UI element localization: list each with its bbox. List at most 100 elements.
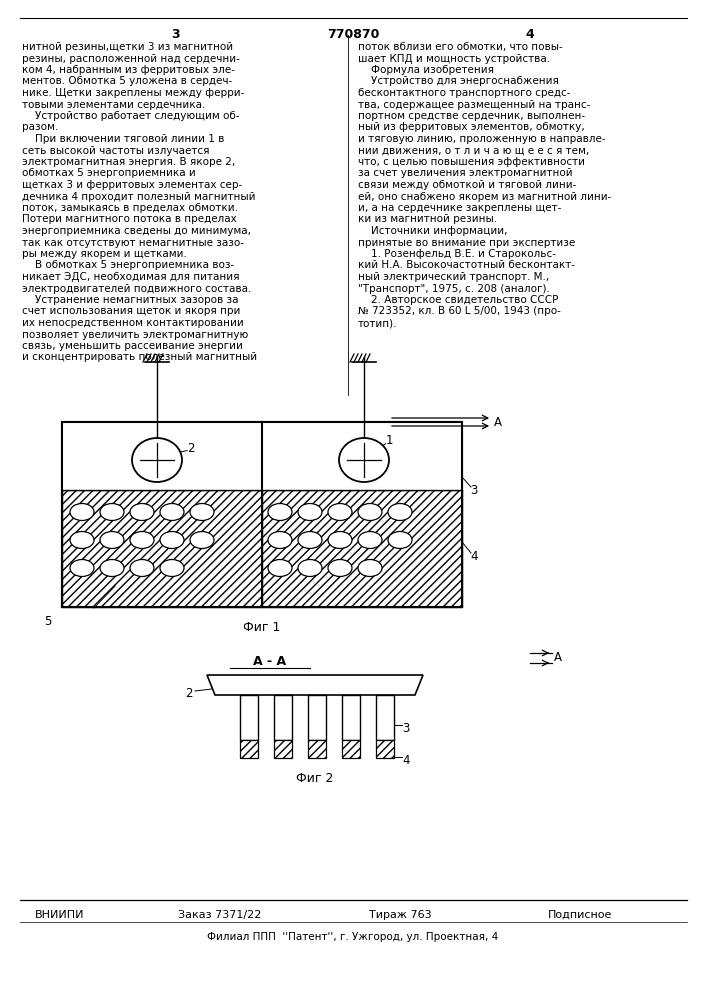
Text: щетках 3 и ферритовых элементах сер-: щетках 3 и ферритовых элементах сер- bbox=[22, 180, 243, 190]
Text: 3: 3 bbox=[402, 722, 409, 735]
Bar bbox=[308, 695, 326, 740]
Text: и сконцентрировать полезный магнитный: и сконцентрировать полезный магнитный bbox=[22, 353, 257, 362]
Text: 2: 2 bbox=[185, 687, 192, 700]
Text: ный из ферритовых элементов, обмотку,: ный из ферритовых элементов, обмотку, bbox=[358, 122, 585, 132]
Ellipse shape bbox=[190, 504, 214, 520]
Bar bbox=[342, 695, 360, 740]
Text: нии движения, о т л и ч а ю щ е е с я тем,: нии движения, о т л и ч а ю щ е е с я те… bbox=[358, 145, 589, 155]
Text: ком 4, набранным из ферритовых эле-: ком 4, набранным из ферритовых эле- bbox=[22, 65, 235, 75]
Text: Источники информации,: Источники информации, bbox=[358, 226, 508, 236]
Text: ВНИИПИ: ВНИИПИ bbox=[35, 910, 85, 920]
Text: A: A bbox=[494, 416, 502, 429]
Ellipse shape bbox=[130, 504, 154, 520]
Text: 1. Розенфельд В.Е. и Старокольс-: 1. Розенфельд В.Е. и Старокольс- bbox=[358, 249, 556, 259]
Text: В обмотках 5 энергоприемника воз-: В обмотках 5 энергоприемника воз- bbox=[22, 260, 234, 270]
Ellipse shape bbox=[298, 504, 322, 520]
Text: позволяет увеличить электромагнитную: позволяет увеличить электромагнитную bbox=[22, 330, 248, 340]
Bar bbox=[274, 740, 292, 758]
Text: электродвигателей подвижного состава.: электродвигателей подвижного состава. bbox=[22, 284, 252, 294]
Text: электромагнитная энергия. В якоре 2,: электромагнитная энергия. В якоре 2, bbox=[22, 157, 235, 167]
Ellipse shape bbox=[100, 532, 124, 548]
Ellipse shape bbox=[132, 438, 182, 482]
Text: ры между якорем и щетками.: ры между якорем и щетками. bbox=[22, 249, 187, 259]
Bar bbox=[376, 740, 394, 758]
Text: A - A: A - A bbox=[253, 655, 286, 668]
Text: дечника 4 проходит полезный магнитный: дечника 4 проходит полезный магнитный bbox=[22, 192, 255, 202]
Text: A: A bbox=[554, 651, 562, 664]
Text: Устранение немагнитных зазоров за: Устранение немагнитных зазоров за bbox=[22, 295, 238, 305]
Text: Устройство для энергоснабжения: Устройство для энергоснабжения bbox=[358, 77, 559, 87]
Text: счет использования щеток и якоря при: счет использования щеток и якоря при bbox=[22, 306, 240, 316]
Ellipse shape bbox=[328, 504, 352, 520]
Text: никает ЭДС, необходимая для питания: никает ЭДС, необходимая для питания bbox=[22, 272, 240, 282]
Text: поток вблизи его обмотки, что повы-: поток вблизи его обмотки, что повы- bbox=[358, 42, 563, 52]
Ellipse shape bbox=[268, 504, 292, 520]
Text: связи между обмоткой и тяговой лини-: связи между обмоткой и тяговой лини- bbox=[358, 180, 576, 190]
Bar bbox=[240, 695, 258, 740]
Ellipse shape bbox=[328, 560, 352, 576]
Text: 1: 1 bbox=[386, 434, 394, 447]
Text: ментов. Обмотка 5 уложена в сердеч-: ментов. Обмотка 5 уложена в сердеч- bbox=[22, 77, 233, 87]
Text: поток, замыкаясь в пределах обмотки.: поток, замыкаясь в пределах обмотки. bbox=[22, 203, 238, 213]
Text: 4: 4 bbox=[525, 28, 534, 41]
Ellipse shape bbox=[358, 560, 382, 576]
Text: портном средстве сердечник, выполнен-: портном средстве сердечник, выполнен- bbox=[358, 111, 585, 121]
Text: принятые во внимание при экспертизе: принятые во внимание при экспертизе bbox=[358, 237, 575, 247]
Text: 5: 5 bbox=[44, 615, 52, 628]
Text: Потери магнитного потока в пределах: Потери магнитного потока в пределах bbox=[22, 215, 237, 225]
Text: Подписное: Подписное bbox=[548, 910, 612, 920]
Text: и, а на сердечнике закреплены щет-: и, а на сердечнике закреплены щет- bbox=[358, 203, 561, 213]
Text: кий Н.А. Высокочастотный бесконтакт-: кий Н.А. Высокочастотный бесконтакт- bbox=[358, 260, 575, 270]
Ellipse shape bbox=[339, 438, 389, 482]
Text: разом.: разом. bbox=[22, 122, 58, 132]
Text: шает КПД и мощность устройства.: шает КПД и мощность устройства. bbox=[358, 53, 550, 64]
Ellipse shape bbox=[160, 560, 184, 576]
Text: 2. Авторское свидетельство СССР: 2. Авторское свидетельство СССР bbox=[358, 295, 559, 305]
Ellipse shape bbox=[388, 532, 412, 548]
Text: Заказ 7371/22: Заказ 7371/22 bbox=[178, 910, 262, 920]
Text: нитной резины,щетки 3 из магнитной: нитной резины,щетки 3 из магнитной bbox=[22, 42, 233, 52]
Text: ный электрический транспорт. М.,: ный электрический транспорт. М., bbox=[358, 272, 549, 282]
Text: тва, содержащее размещенный на транс-: тва, содержащее размещенный на транс- bbox=[358, 100, 590, 109]
Ellipse shape bbox=[160, 532, 184, 548]
Text: ей, оно снабжено якорем из магнитной лини-: ей, оно снабжено якорем из магнитной лин… bbox=[358, 192, 612, 202]
Text: Устройство работает следующим об-: Устройство работает следующим об- bbox=[22, 111, 240, 121]
Text: 4: 4 bbox=[402, 754, 409, 767]
Ellipse shape bbox=[130, 532, 154, 548]
Ellipse shape bbox=[268, 532, 292, 548]
Ellipse shape bbox=[100, 504, 124, 520]
Bar bbox=[376, 695, 394, 740]
Ellipse shape bbox=[100, 560, 124, 576]
Text: за счет увеличения электромагнитной: за счет увеличения электромагнитной bbox=[358, 168, 573, 178]
Text: бесконтактного транспортного средс-: бесконтактного транспортного средс- bbox=[358, 88, 571, 98]
Text: товыми элементами сердечника.: товыми элементами сердечника. bbox=[22, 100, 205, 109]
Text: ки из магнитной резины.: ки из магнитной резины. bbox=[358, 215, 497, 225]
Ellipse shape bbox=[358, 504, 382, 520]
Ellipse shape bbox=[160, 504, 184, 520]
Text: резины, расположенной над сердечни-: резины, расположенной над сердечни- bbox=[22, 53, 240, 64]
Text: Формула изобретения: Формула изобретения bbox=[358, 65, 494, 75]
Ellipse shape bbox=[298, 560, 322, 576]
Ellipse shape bbox=[268, 560, 292, 576]
Bar bbox=[274, 695, 292, 740]
Text: Филиал ППП  ''Патент'', г. Ужгород, ул. Проектная, 4: Филиал ППП ''Патент'', г. Ужгород, ул. П… bbox=[207, 932, 498, 942]
Ellipse shape bbox=[190, 532, 214, 548]
Text: Фиг 2: Фиг 2 bbox=[296, 772, 334, 785]
Text: так как отсутствуют немагнитные зазо-: так как отсутствуют немагнитные зазо- bbox=[22, 237, 244, 247]
Text: 3: 3 bbox=[470, 484, 477, 497]
Text: их непосредственном контактировании: их непосредственном контактировании bbox=[22, 318, 244, 328]
Text: 4: 4 bbox=[470, 550, 477, 563]
Ellipse shape bbox=[130, 560, 154, 576]
Ellipse shape bbox=[70, 532, 94, 548]
Text: связь, уменьшить рассеивание энергии: связь, уменьшить рассеивание энергии bbox=[22, 341, 243, 351]
Polygon shape bbox=[207, 675, 423, 695]
Text: Фиг 1: Фиг 1 bbox=[243, 621, 281, 634]
Text: 770870: 770870 bbox=[327, 28, 379, 41]
Text: "Транспорт", 1975, с. 208 (аналог).: "Транспорт", 1975, с. 208 (аналог). bbox=[358, 284, 550, 294]
Text: нике. Щетки закреплены между ферри-: нике. Щетки закреплены между ферри- bbox=[22, 88, 245, 98]
Text: энергоприемника сведены до минимума,: энергоприемника сведены до минимума, bbox=[22, 226, 251, 236]
Text: № 723352, кл. B 60 L 5/00, 1943 (про-: № 723352, кл. B 60 L 5/00, 1943 (про- bbox=[358, 306, 561, 316]
Bar bbox=[240, 740, 258, 758]
Text: обмотках 5 энергоприемника и: обмотках 5 энергоприемника и bbox=[22, 168, 196, 178]
Bar bbox=[262, 422, 462, 490]
